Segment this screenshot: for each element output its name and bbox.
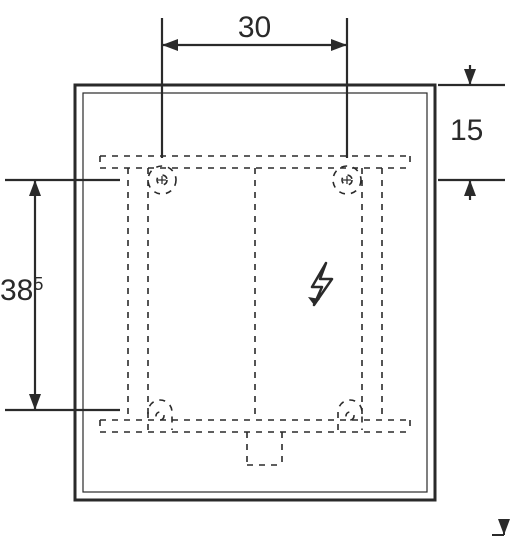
technical-drawing: 30 15 385	[0, 0, 515, 554]
lightning-icon	[308, 263, 332, 305]
dimension-top-value: 30	[238, 11, 271, 44]
dimension-right-value: 15	[450, 114, 483, 147]
dimension-left-value: 385	[0, 274, 43, 307]
